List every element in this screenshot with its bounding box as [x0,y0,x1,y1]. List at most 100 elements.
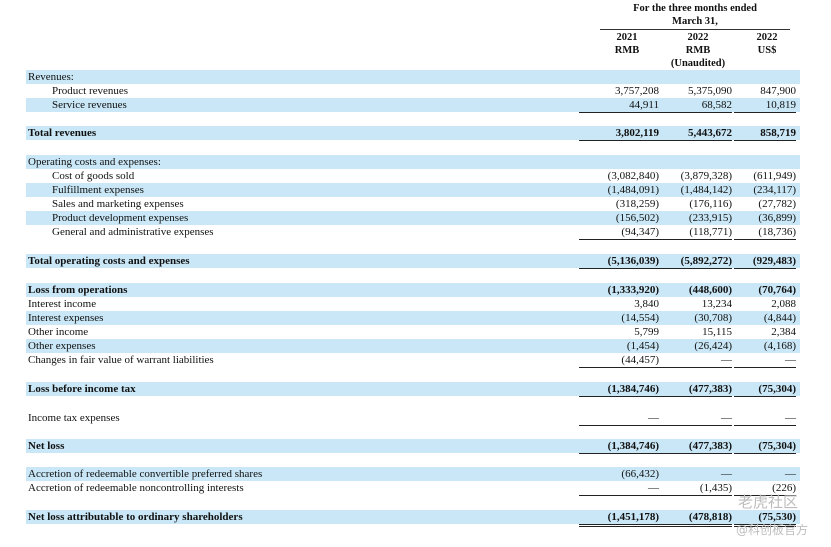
value-col1: (3,082,840) [607,170,659,182]
row-label: Other expenses [28,340,96,352]
col3-currency: US$ [757,45,777,56]
value-col3: 858,719 [734,126,796,141]
value-col3: — [734,411,796,426]
row-total-revenues: Total revenues 3,802,119 5,443,672 858,719 [26,126,800,141]
row-product-revenues: Product revenues 3,757,208 5,375,090 847,90… [26,84,800,98]
row-label: Cost of goods sold [52,170,135,182]
value-col2: 13,234 [701,298,732,310]
row-net-loss: Net loss (1,384,746) (477,383) (75,304) [26,439,800,454]
row-loss-from-operations: Loss from operations (1,333,920) (448,600)… [26,283,800,297]
value-col3: (70,764) [758,284,796,296]
value-col1: (44,457) [579,353,659,368]
row-net-loss-ordinary-shareholders: Net loss attributable to ordinary shareh… [26,510,800,527]
row-label: Interest expenses [28,312,104,324]
row-label: Loss before income tax [28,383,136,395]
value-col1: (318,259) [615,198,659,210]
row-label: Loss from operations [28,284,128,296]
row-total-operating-costs: Total operating costs and expenses (5,136… [26,254,800,269]
row-operating-costs-heading: Operating costs and expenses: [26,155,800,169]
value-col3: (75,304) [734,382,796,397]
row-sales-marketing-expenses: Sales and marketing expenses (318,259) (17… [26,197,800,211]
watermark-handle: @科创板官方 [736,523,809,537]
value-col2: (233,915) [688,212,732,224]
row-label: Service revenues [52,99,127,111]
row-label: Fulfillment expenses [52,184,144,196]
row-interest-expenses: Interest expenses (14,554) (30,708) (4,844) [26,311,800,325]
row-label: Product revenues [52,85,129,97]
watermark-logo: 老虎社区 [738,493,799,511]
col1-year: 2021 [616,32,638,43]
row-label: Product development expenses [52,212,189,224]
value-col1: — [579,411,659,426]
value-col3: — [734,353,796,368]
row-label: Income tax expenses [28,412,120,424]
value-col3: (4,168) [763,340,796,352]
value-col2: (176,116) [689,198,732,210]
col2-currency: RMB [685,45,711,56]
value-col1: (1,484,091) [607,184,659,196]
row-label: Other income [28,326,89,338]
value-col1: (1,384,746) [579,382,659,397]
value-col2: (1,435) [657,481,732,496]
row-label: Total operating costs and expenses [28,255,190,267]
row-revenues-heading: Revenues: [26,70,800,84]
row-service-revenues: Service revenues 44,911 68,582 10,819 [26,98,800,113]
row-cost-of-goods-sold: Cost of goods sold (3,082,840) (3,879,328)… [26,169,800,183]
row-income-tax-expenses: Income tax expenses — — — [26,411,800,426]
value-col2: — [657,353,732,368]
value-col2: — [657,411,732,426]
row-label: Accretion of redeemable noncontrolling i… [28,482,244,494]
value-col2: 15,115 [702,326,732,338]
row-label: Revenues: [28,71,74,83]
value-col2: (5,892,272) [657,254,732,269]
row-other-expenses: Other expenses (1,454) (26,424) (4,168) [26,339,800,353]
value-col3: (75,530) [734,510,796,527]
value-col3: 847,900 [760,85,796,97]
row-interest-income: Interest income 3,840 13,234 2,088 [26,297,800,311]
value-col3: (611,949) [753,170,796,182]
value-col1: (5,136,039) [579,254,659,269]
row-warrant-fair-value-changes: Changes in fair value of warrant liabili… [26,353,800,368]
row-general-admin-expenses: General and administrative expenses (94,3… [26,225,800,240]
row-label: Net loss attributable to ordinary shareh… [28,511,243,523]
value-col2: (3,879,328) [680,170,732,182]
row-label: Sales and marketing expenses [52,198,184,210]
row-label: Operating costs and expenses: [28,156,161,168]
col3-year: 2022 [756,32,778,43]
row-other-income: Other income 5,799 15,115 2,384 [26,325,800,339]
value-col2: (118,771) [657,225,732,240]
value-col2: — [721,468,732,480]
value-col1: (14,554) [621,312,659,324]
value-col1: (1,384,746) [579,439,659,454]
value-col2: 5,443,672 [657,126,732,141]
value-col2: (26,424) [694,340,732,352]
value-col2: (1,484,142) [680,184,732,196]
header-rule [600,29,790,30]
value-col3: (75,304) [734,439,796,454]
value-col3: (27,782) [758,198,796,210]
value-col1: 3,802,119 [579,126,659,141]
value-col1: — [579,481,659,496]
value-col1: 3,840 [634,298,659,310]
value-col1: (66,432) [621,468,659,480]
header-period: For the three months ended [633,3,757,14]
value-col1: 3,757,208 [615,85,659,97]
row-label: Net loss [28,440,65,452]
value-col3: (36,899) [758,212,796,224]
row-label: General and administrative expenses [52,226,214,238]
value-col3: 10,819 [734,98,796,113]
value-col1: (94,347) [579,225,659,240]
value-col3: (234,117) [753,184,796,196]
value-col2: (477,383) [657,439,732,454]
value-col2: 68,582 [657,98,732,113]
row-label: Accretion of redeemable convertible pref… [28,468,263,480]
value-col3: 2,088 [771,298,796,310]
value-col1: (1,454) [626,340,659,352]
value-col2: (478,818) [657,510,732,527]
header-date: March 31, [672,16,718,27]
row-loss-before-income-tax: Loss before income tax (1,384,746) (477,38… [26,382,800,397]
value-col1: (156,502) [615,212,659,224]
col2-note: (Unaudited) [670,58,726,69]
value-col3: (929,483) [734,254,796,269]
